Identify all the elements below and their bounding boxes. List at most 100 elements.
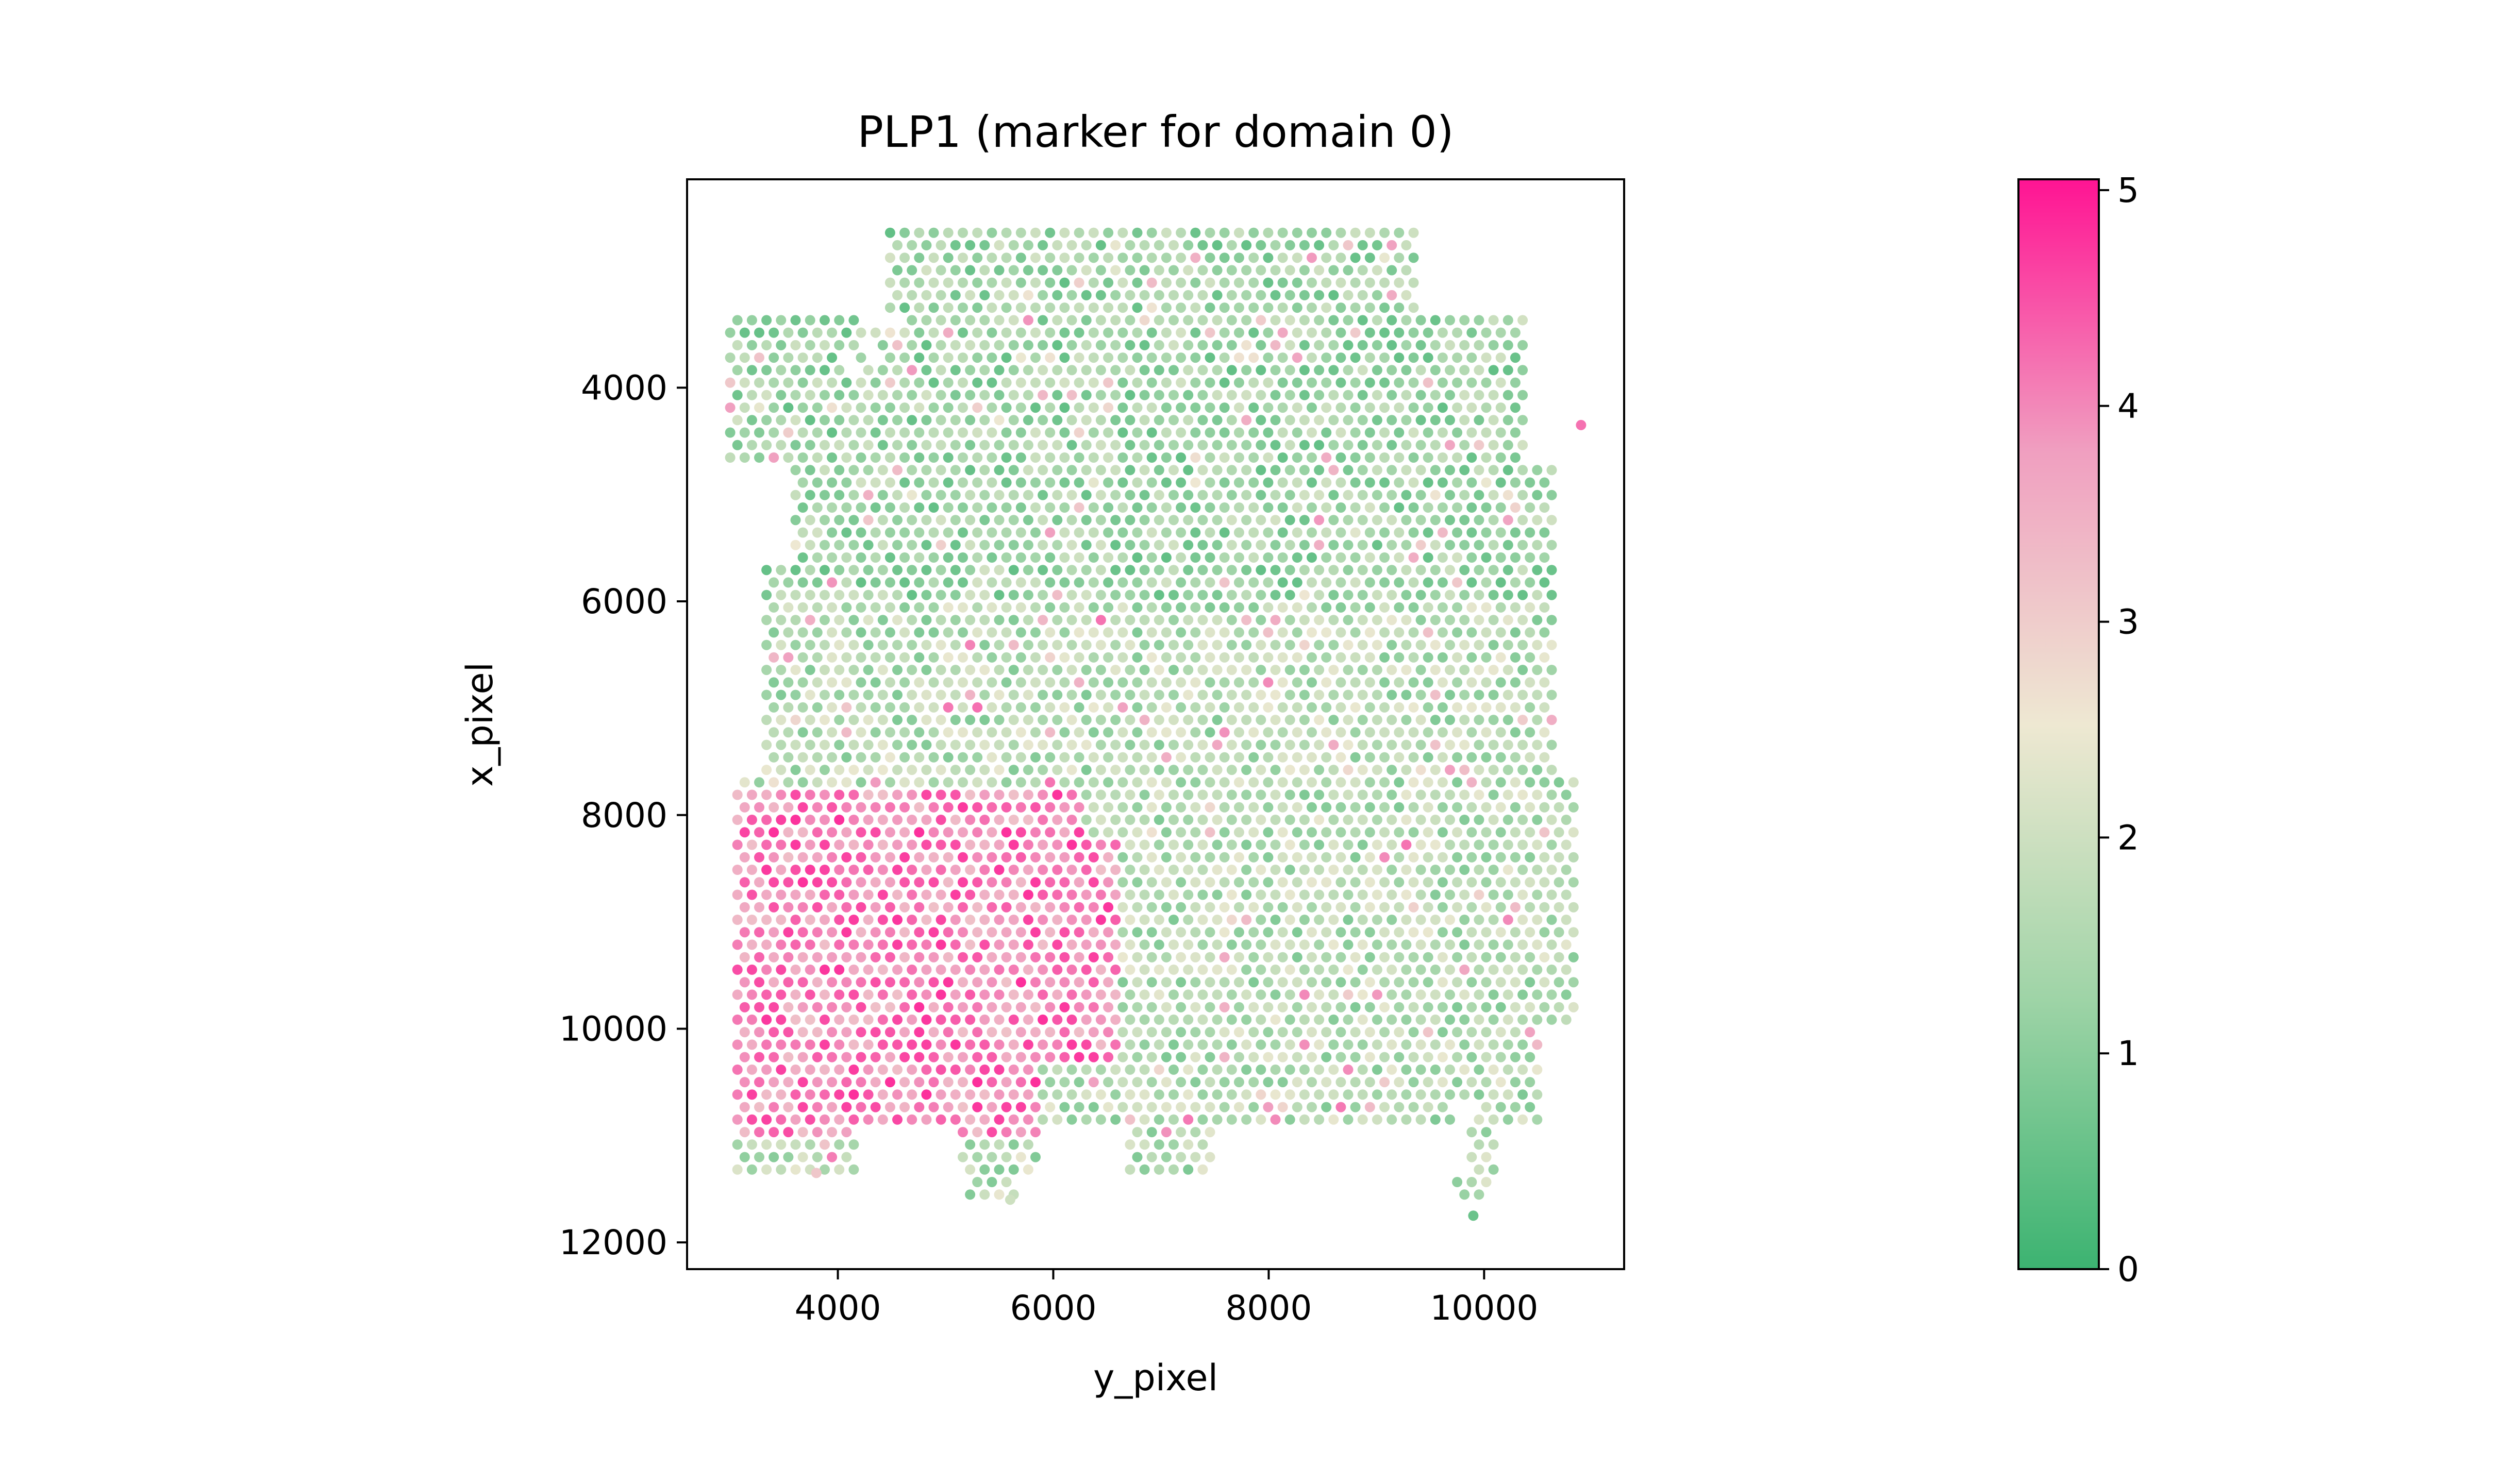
spot	[1263, 227, 1274, 238]
spot	[899, 577, 910, 588]
spot	[1066, 639, 1077, 650]
spot	[1284, 539, 1295, 550]
spot	[914, 352, 925, 363]
spot	[1212, 1064, 1223, 1075]
spot	[732, 1139, 743, 1150]
spot	[1066, 989, 1077, 1000]
spot	[950, 789, 961, 800]
spot	[1510, 502, 1521, 513]
spot	[769, 327, 779, 338]
spot	[914, 227, 925, 238]
spot	[1495, 452, 1506, 463]
spot	[1110, 240, 1121, 250]
spot	[761, 1039, 772, 1050]
spot	[1474, 1064, 1484, 1075]
spot	[1154, 1164, 1164, 1175]
spot	[1372, 415, 1382, 426]
spot	[776, 589, 787, 600]
spot	[812, 902, 823, 913]
spot	[834, 715, 845, 726]
spot	[1110, 1089, 1121, 1100]
spot	[812, 752, 823, 763]
spot	[1525, 977, 1535, 988]
spot	[797, 802, 808, 813]
spot	[1307, 602, 1317, 613]
spot	[1372, 340, 1382, 350]
spot	[1379, 377, 1390, 388]
spot	[907, 939, 917, 950]
spot	[732, 390, 743, 400]
spot	[1103, 277, 1114, 288]
spot	[1219, 1077, 1230, 1088]
spot	[1117, 652, 1128, 663]
spot	[958, 427, 968, 438]
spot	[1350, 927, 1361, 938]
spot	[1423, 327, 1433, 338]
spot	[1335, 902, 1346, 913]
spot	[936, 415, 946, 426]
spot	[1059, 1002, 1070, 1013]
spot	[979, 490, 990, 500]
spot	[958, 277, 968, 288]
spot	[812, 802, 823, 813]
spot	[1299, 689, 1310, 700]
spot	[1284, 515, 1295, 526]
spot	[965, 565, 976, 576]
spot	[1517, 490, 1528, 500]
x-tick-label: 10000	[1430, 1288, 1538, 1328]
spot	[1015, 327, 1026, 338]
spot	[892, 365, 903, 376]
spot	[892, 889, 903, 900]
spot	[1190, 602, 1201, 613]
spot	[805, 340, 815, 350]
spot	[1387, 515, 1397, 526]
spot	[1430, 1064, 1441, 1075]
spot	[1502, 915, 1513, 925]
spot	[761, 315, 772, 326]
spot	[1307, 577, 1317, 588]
spot	[950, 839, 961, 850]
spot	[769, 1077, 779, 1088]
spot	[1292, 677, 1302, 688]
spot	[1546, 915, 1557, 925]
spot	[1074, 677, 1084, 688]
spot	[1205, 477, 1215, 488]
y-tick-label: 4000	[581, 368, 667, 408]
spot	[943, 877, 954, 888]
spot	[1030, 1127, 1041, 1138]
spot	[1277, 1052, 1288, 1063]
spot	[936, 689, 946, 700]
spot	[1270, 340, 1281, 350]
spot	[1008, 589, 1019, 600]
spot	[979, 365, 990, 376]
spot	[1205, 852, 1215, 863]
spot	[987, 402, 997, 413]
spot	[943, 952, 954, 963]
spot	[1394, 777, 1405, 788]
spot	[1023, 340, 1033, 350]
spot	[1394, 452, 1405, 463]
spot	[1328, 615, 1339, 626]
spot	[1321, 577, 1332, 588]
spot	[936, 665, 946, 676]
spot	[739, 1127, 750, 1138]
spot	[1219, 602, 1230, 613]
spot	[1190, 1002, 1201, 1013]
spot	[1008, 265, 1019, 276]
spot	[1299, 240, 1310, 250]
spot	[907, 365, 917, 376]
spot	[1263, 802, 1274, 813]
spot	[1517, 865, 1528, 875]
spot	[987, 377, 997, 388]
spot	[1546, 889, 1557, 900]
spot	[1219, 952, 1230, 963]
spot	[1190, 427, 1201, 438]
spot	[1023, 939, 1033, 950]
spot	[1277, 627, 1288, 638]
spot	[1372, 939, 1382, 950]
spot	[979, 515, 990, 526]
spot	[1168, 639, 1179, 650]
spot	[1495, 1027, 1506, 1038]
spot	[1132, 827, 1143, 838]
spot	[972, 327, 983, 338]
